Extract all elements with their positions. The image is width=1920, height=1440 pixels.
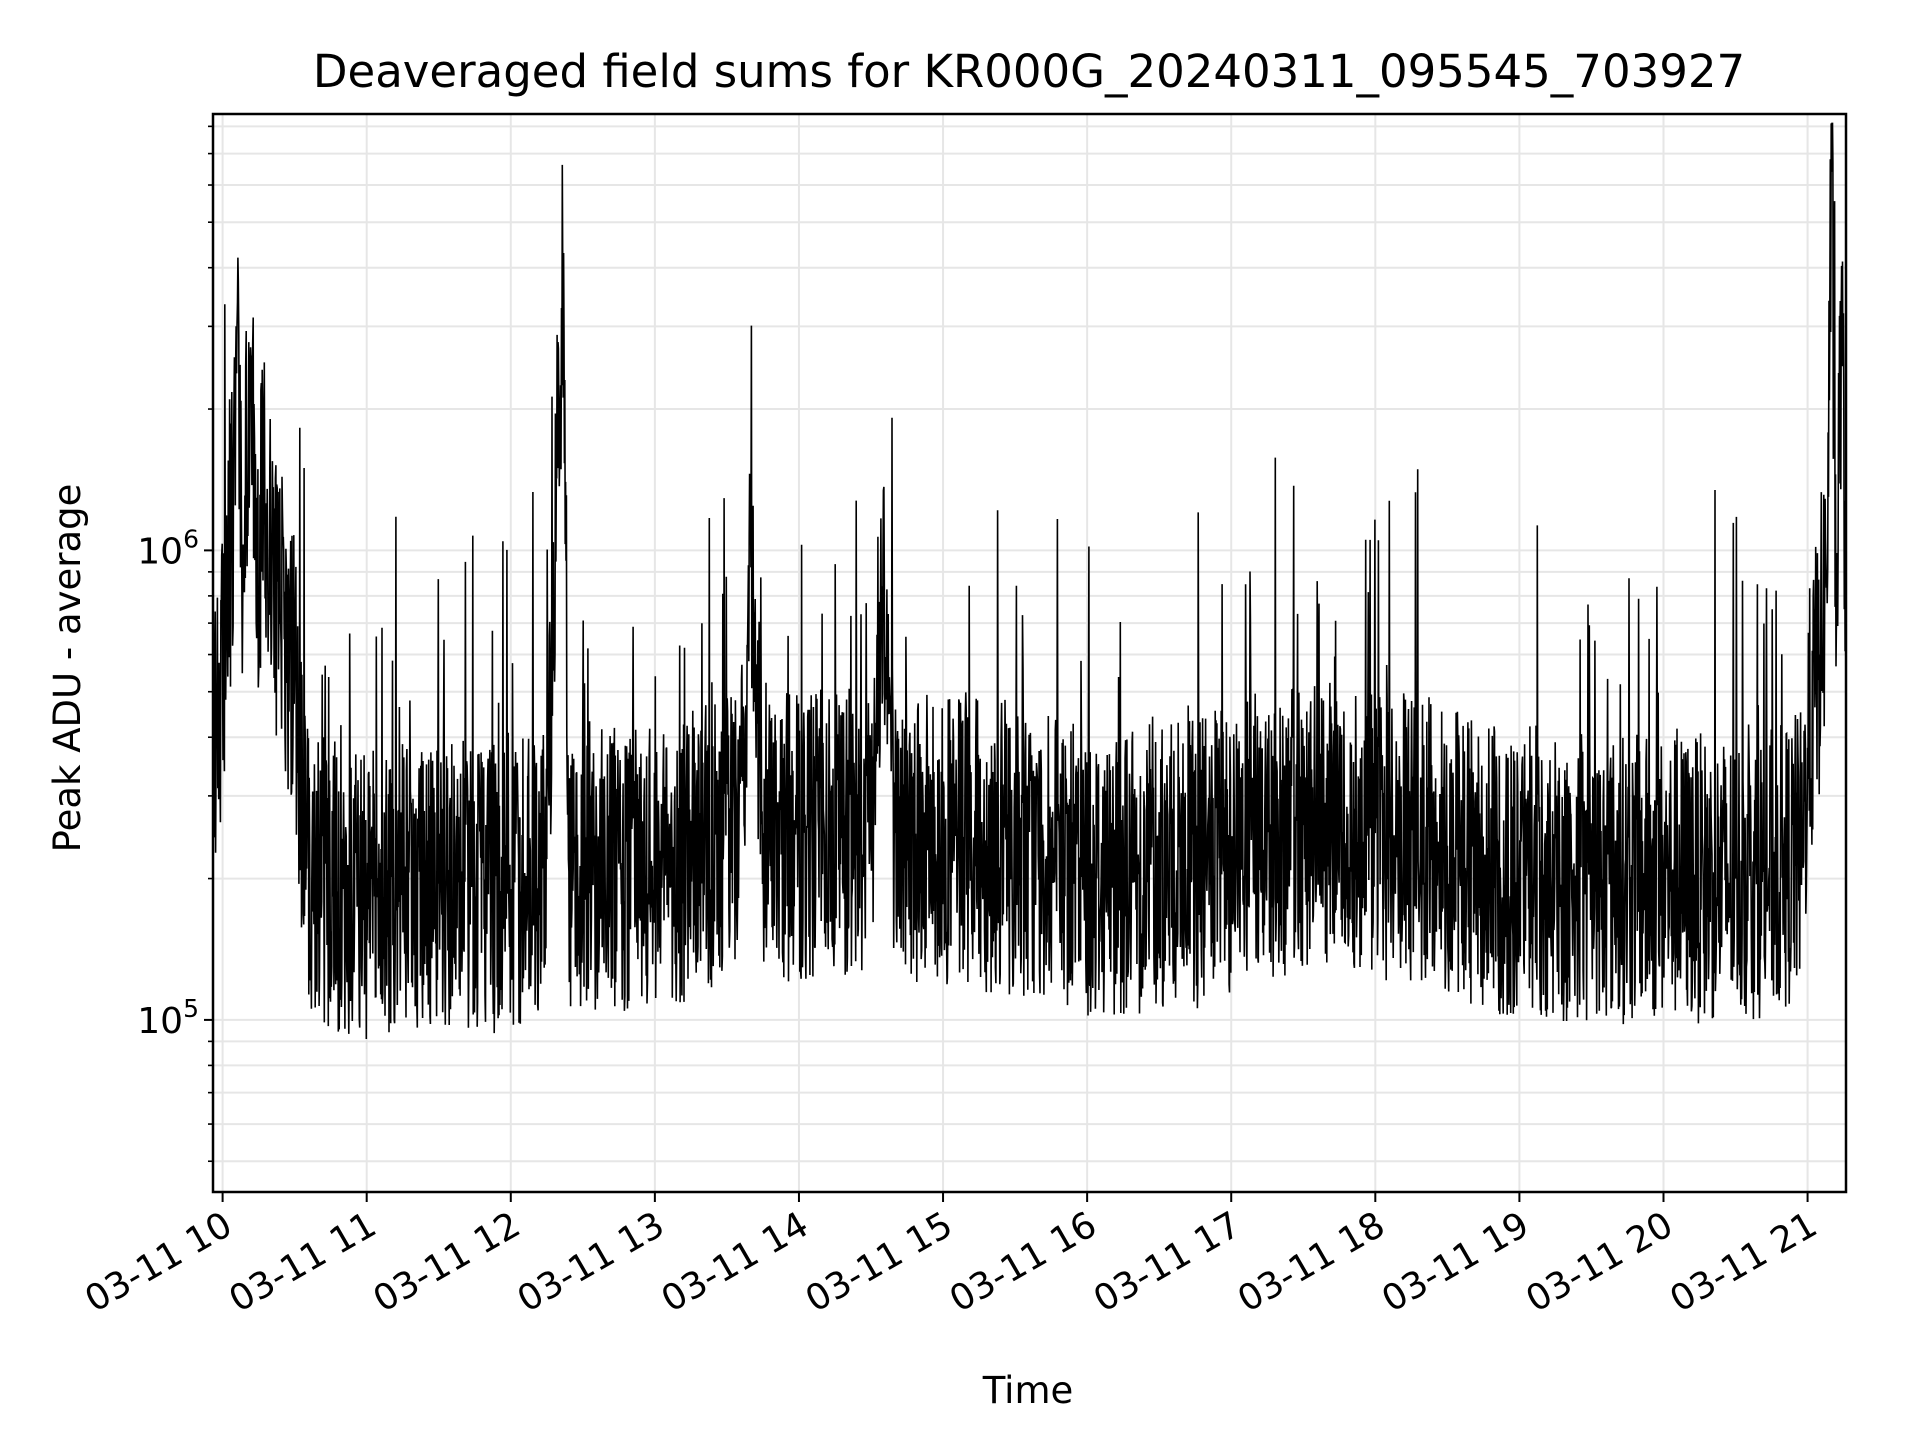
plot-frame — [211, 112, 1848, 1194]
x-tick-label: 03-11 13 — [511, 1204, 672, 1320]
y-tick-label: 106 — [137, 524, 199, 572]
x-tick-label: 03-11 16 — [943, 1204, 1104, 1320]
x-tick-label: 03-11 11 — [223, 1204, 384, 1320]
x-axis-title: Time — [982, 1369, 1074, 1412]
x-tick-label: 03-11 17 — [1087, 1204, 1248, 1320]
x-tick-label: 03-11 15 — [799, 1204, 960, 1320]
x-tick-label: 03-11 21 — [1663, 1204, 1824, 1320]
x-tick-label: 03-11 12 — [367, 1204, 528, 1320]
chart-title: Deaveraged field sums for KR000G_2024031… — [313, 45, 1745, 98]
x-tick-label: 03-11 10 — [78, 1204, 239, 1320]
x-tick-label: 03-11 18 — [1231, 1204, 1392, 1320]
x-tick-label: 03-11 19 — [1375, 1204, 1536, 1320]
y-axis-title: Peak ADU - average — [46, 484, 89, 853]
y-tick-label: 105 — [137, 994, 199, 1042]
plot-area — [213, 114, 1846, 1192]
series-line — [212, 122, 1847, 1040]
y-axis: 105 106 — [137, 125, 213, 1163]
x-tick-label: 03-11 20 — [1519, 1204, 1680, 1320]
x-tick-label: 03-11 14 — [655, 1204, 816, 1320]
